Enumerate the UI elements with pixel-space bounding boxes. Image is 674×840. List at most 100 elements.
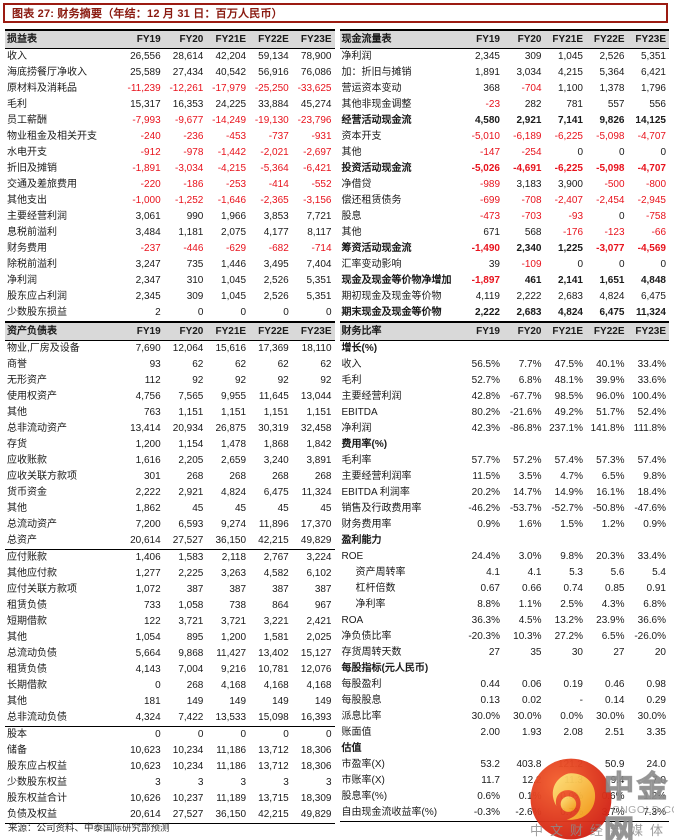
cell-value: 56,916 [258,67,289,78]
row-label: 无形资产 [7,375,47,386]
balance-sheet-header-row: 资产负债表 FY19 FY20 FY21E FY22E FY23E [5,321,335,341]
cell-value: -253 [226,179,247,190]
cell-value: 1,054 [135,632,161,643]
table-row: 投资活动现金流 -5,026 -4,691 -6,225 -5,098 -4,707 [340,161,670,177]
cell-value: 92 [192,375,204,386]
cell-value: 3,853 [263,211,289,222]
cell-value: 12,076 [300,664,332,675]
table-row: 净负债比率 -20.3% 10.3% 27.2% 6.5% -26.0% [340,629,670,645]
cash-flow-header-row: 现金流量表 FY19 FY20 FY21E FY22E FY23E [339,29,669,49]
cell-value: 2 [155,307,161,318]
cell-value: -699 [479,195,500,206]
cell-value: -3,077 [596,243,625,254]
left-column: 损益表 FY19 FY20 FY21E FY22E FY23E 收入 26,556… [5,29,335,824]
cell-value: 16,353 [172,99,204,110]
column-header-fy23e: FY23E [627,29,669,49]
cell-value: 1,225 [557,243,583,254]
table-row: 收入 56.5% 7.7% 47.5% 40.1% 33.4% [340,357,670,373]
cell-value: -4,569 [637,243,666,254]
cell-value: 4,324 [121,710,164,727]
cell-value: -737 [268,131,289,142]
cell-value: 4,119 [475,291,500,302]
cell-value: 268 [272,471,289,482]
table-row: 加：折旧与摊销 1,891 3,034 4,215 5,364 6,421 [340,65,670,81]
cell-value: 671 [483,227,500,238]
cell-value: 11,427 [216,648,247,659]
cell-value: 7.3% [627,805,669,822]
tables-area: 损益表 FY19 FY20 FY21E FY22E FY23E 收入 26,556… [5,29,669,824]
cell-value: 3,221 [263,616,289,627]
cell-value: -704 [521,83,542,94]
table-row: 杠杆倍数 0.67 0.66 0.74 0.85 0.91 [340,581,670,597]
cell-value: 5,351 [640,51,666,62]
cell-value: 9.4 [610,775,625,786]
cell-value: 7,565 [178,391,204,402]
cell-value: 56.5% [471,359,500,370]
cell-value: 11,324 [301,487,332,498]
table-row: 期末现金及现金等价物 2,222 2,683 4,824 6,475 11,324 [340,305,670,321]
row-label: 其他 [7,407,27,418]
cell-value: 4,582 [263,568,289,579]
cell-value: 387 [186,584,204,595]
table-row: 费用率(%) [340,437,670,453]
cell-value: 11,186 [216,745,247,756]
cell-value: 76,086 [300,67,332,78]
cell-value [586,741,628,757]
cell-value: 0.6% [601,791,625,802]
cell-value: 6,475 [640,291,666,302]
cell-value: -237 [140,243,161,254]
cell-value: 568 [524,227,542,238]
column-header-fy19: FY19 [121,321,164,341]
row-label: 使用权资产 [7,391,57,402]
cell-value: 3.35 [646,727,666,738]
cell-value: 11.5% [472,471,500,482]
cell-value: -14,249 [212,115,247,126]
cell-value: 735 [186,259,204,270]
figure-title-box: 图表 27: 财务摘要（年结：12 月 31 日：百万人民币） [3,3,668,23]
cell-value: 10,626 [130,793,161,804]
row-label: 毛利 [7,99,27,110]
cell-value: 20,614 [121,807,164,824]
row-label: 账面值 [341,727,372,738]
cell-value: -6,421 [303,163,332,174]
cell-value: 461 [524,275,542,286]
cell-value: 1,277 [135,568,161,579]
cell-value: -25,250 [254,83,289,94]
cell-value: 24,225 [215,99,247,110]
cell-value: 45 [320,503,332,514]
cell-value: 30.0% [637,711,666,722]
cell-value: -931 [311,131,332,142]
cell-value: 3,061 [135,211,161,222]
cell-value: 20,934 [172,423,204,434]
row-label: 每股指标(元人民币) [341,663,429,674]
cell-value: -23,796 [297,115,332,126]
cell-value: -1,891 [132,163,161,174]
row-label: 少数股东损益 [7,307,67,318]
cell-value: 309 [186,291,204,302]
row-label: 长期借款 [7,680,47,691]
row-label: 营运资本变动 [341,83,402,94]
table-row: 其他 181 149 149 149 149 [5,694,335,710]
cell-value [628,437,670,453]
cell-value: 0.29 [646,695,666,706]
cell-value: 1.2% [643,791,666,802]
cell-value: 51.7% [596,407,625,418]
cell-value: -978 [183,147,204,158]
table-row: 租赁负债 4,143 7,004 9,216 10,781 12,076 [5,662,335,678]
row-label: 股本 [7,729,27,740]
cell-value: 4,848 [640,275,666,286]
cell-value: 20,614 [121,533,164,550]
cell-value: 7.7% [518,359,542,370]
cell-value: 149 [272,696,289,707]
cell-value: 781 [566,99,583,110]
cell-value: 30.0% [513,711,542,722]
row-label: 增长(%) [341,343,378,354]
cell-value: 23.9% [596,615,625,626]
cell-value: 0 [325,729,332,740]
table-row: 汇率变动影响 39 -109 0 0 0 [340,257,670,273]
column-header-fy22e: FY22E [249,321,292,341]
cell-value: 59,134 [258,51,289,62]
cell-value: 895 [186,632,204,643]
column-header-fy21e: FY21E [544,321,586,341]
cell-value: 387 [229,584,247,595]
